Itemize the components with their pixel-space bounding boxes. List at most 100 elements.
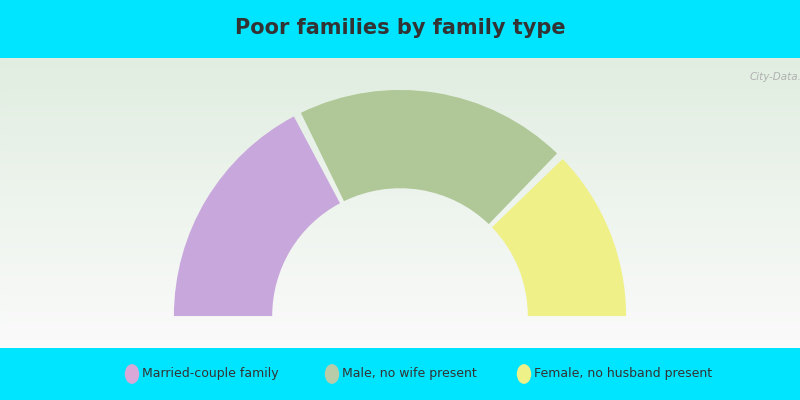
Bar [0,293,800,294]
Bar [0,329,800,330]
Bar [0,170,800,171]
Bar [0,181,800,183]
Bar [0,319,800,320]
Bar [0,267,800,268]
Bar [0,254,800,255]
Bar [0,241,800,242]
Bar [0,309,800,310]
Bar [0,62,800,64]
Bar [0,310,800,312]
Bar [0,192,800,193]
Bar [0,152,800,154]
Bar [0,306,800,307]
Bar [0,177,800,178]
Bar [0,93,800,94]
Bar [0,286,800,287]
Bar [0,130,800,132]
Text: Female, no husband present: Female, no husband present [534,368,712,380]
Bar [0,222,800,223]
Bar [0,128,800,129]
Bar [0,209,800,210]
Bar [0,336,800,338]
Bar [0,223,800,225]
Bar [0,68,800,70]
Bar [0,297,800,299]
Bar [0,154,800,155]
Ellipse shape [517,364,531,384]
Bar [0,284,800,286]
Bar [0,290,800,292]
Bar [0,230,800,232]
Bar [0,67,800,68]
Bar [0,116,800,118]
Bar [0,64,800,65]
Bar [0,75,800,77]
Bar [0,135,800,136]
Bar [0,138,800,139]
Bar [0,320,800,322]
Bar [0,58,800,60]
Bar [0,277,800,278]
Bar [0,199,800,200]
Bar [0,122,800,123]
Bar [0,184,800,186]
Bar [0,110,800,112]
Bar [0,161,800,162]
Bar [0,83,800,84]
Bar [0,183,800,184]
Bar [0,81,800,83]
Bar [0,186,800,187]
Bar [0,156,800,158]
Bar [0,328,800,329]
Bar [0,216,800,218]
Bar [0,151,800,152]
Bar [0,71,800,72]
Bar [0,268,800,270]
Bar [0,202,800,203]
Bar [0,178,800,180]
Bar [0,248,800,250]
Bar [0,292,800,293]
Bar [0,334,800,335]
Bar [0,61,800,62]
Bar [0,100,800,102]
Bar [0,299,800,300]
Bar [0,165,800,167]
Bar [0,303,800,304]
Bar [0,304,800,306]
Bar [0,102,800,103]
Bar [0,77,800,78]
Bar [0,118,800,119]
Bar [0,144,800,145]
Bar [0,271,800,273]
Bar [0,265,800,267]
Bar [0,207,800,209]
Bar [0,109,800,110]
Bar [0,228,800,229]
Bar [0,172,800,174]
Bar [0,257,800,258]
Bar [0,96,800,97]
Bar [0,187,800,188]
Bar [0,174,800,176]
Bar [0,97,800,99]
Bar [0,330,800,332]
Bar [0,278,800,280]
Bar [0,180,800,181]
Bar [0,167,800,168]
Bar [0,225,800,226]
Bar [0,252,800,254]
Bar [0,164,800,165]
Bar [0,70,800,71]
Bar [0,276,800,277]
Bar [0,145,800,146]
Bar [0,190,800,191]
Bar [0,323,800,325]
Bar [0,119,800,120]
Bar [0,197,800,199]
Bar [0,210,800,212]
Bar [0,200,800,202]
Wedge shape [301,90,557,224]
Bar [0,87,800,88]
Bar [0,260,800,261]
